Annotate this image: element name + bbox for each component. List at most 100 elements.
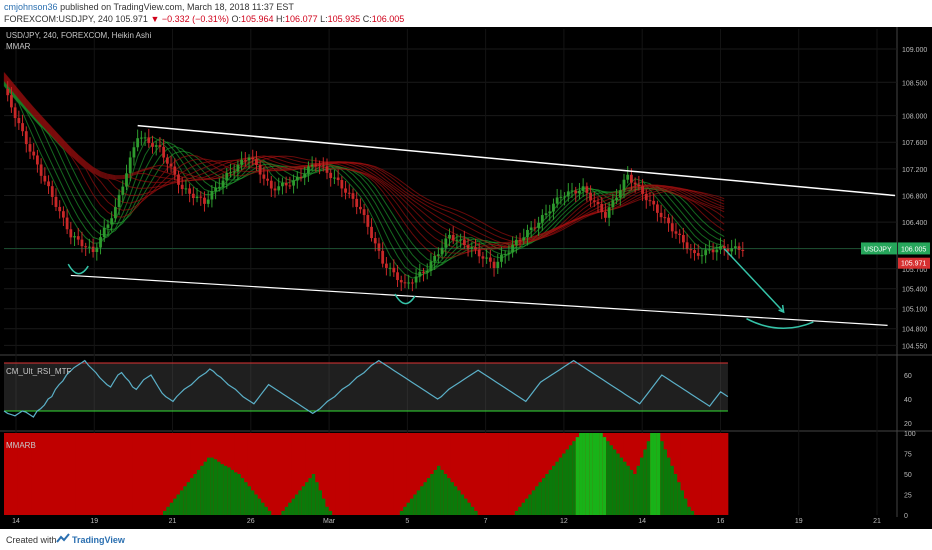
mmarb-bar-green [264,506,269,515]
tradingview-logo-icon [56,533,70,543]
rsi-line [3,359,729,418]
mmarb-bar-green [656,433,661,515]
mmarb-bar-green [403,506,407,515]
symbol-text: FOREXCOM:USDJPY, 240 [4,14,113,24]
mmarb-bar-red [152,433,157,515]
candle-body [217,186,221,188]
mmarb-bar-red [680,433,685,515]
mmarb-bar-red [132,433,137,515]
mmarb-bar-green [524,498,529,515]
mmarb-bar-green [626,465,631,515]
candle-body [704,250,708,256]
mmarb-bar-red [169,433,174,515]
candle-body [173,166,177,175]
candle-body [548,211,552,214]
candle-body [552,203,555,212]
candle-body [210,191,214,200]
mmarb-bar-green [220,464,225,515]
candle-body [592,200,596,202]
mmarb-bar-green [200,465,204,515]
mmarb-bar-green [670,465,675,515]
candle-body [273,188,277,191]
mmarb-bar-green [609,445,614,515]
candle-body [492,261,496,269]
mmarb-bar-red [423,433,428,515]
mmarb-bar-red [453,433,458,515]
candle-body [500,254,503,262]
mmarb-bar-green [301,486,306,515]
mmarb-bar-red [416,433,421,515]
mmarb-bar-green [579,433,583,515]
x-tick-label: 19 [795,518,803,525]
chart-area[interactable]: 109.000 108.500 108.000 107.600 107.200 106.8… [0,27,932,529]
symbol-badge: USDJPY [864,246,892,253]
candle-body [139,137,143,139]
mmarb-bar-red [288,433,292,515]
mmarb-bar-red [721,433,725,515]
mmarb-bar-green [437,465,441,515]
mmarb-bar-red [518,433,522,515]
mmarb-bar-red [162,433,167,515]
candle-body [247,157,251,161]
mmarb-bar-green [528,494,533,515]
x-tick-label: 21 [169,518,177,525]
mmarb-bar-green [555,461,560,515]
mmarb-bar-red [41,433,45,515]
mmarb-bar-red [4,433,8,515]
mmarb-bar-green [176,494,181,515]
mmarb-bar-green [183,486,188,515]
mmarb-bar-red [450,433,455,515]
mmarb-bar-red [135,433,140,515]
x-tick-label: 5 [405,518,409,525]
mmarb-bar-red [376,433,380,515]
mmarb-bar-green [321,498,326,515]
candle-body [733,246,737,249]
candle-body [47,181,50,187]
candle-body [410,282,414,284]
mmar-ribbon-line [3,75,725,248]
candle-body [696,253,700,256]
x-tick-label: 19 [90,518,98,525]
candle-body [715,249,719,253]
mmarb-bar-green [585,433,590,515]
author-link[interactable]: cmjohnson36 [4,2,58,12]
mmarb-bar-red [345,433,350,515]
mmarb-bar-red [447,433,451,515]
candle-body [50,186,54,197]
candle-body [615,197,618,201]
footer: Created with TradingView [0,529,932,550]
candle-body [477,249,481,257]
candles [6,81,745,292]
mmarb-bar-red [278,433,282,515]
candle-body [384,263,388,268]
candle-body [203,197,206,204]
mmarb-bar-green [261,502,265,515]
candle-body [80,239,84,247]
mmarb-bar-green [521,502,526,515]
mmarb-bar-red [524,433,529,515]
bottom-curve-marker [394,293,416,305]
candle-body [113,207,117,219]
mmarb-bar-green [288,502,292,515]
mmarb-bar-red [494,433,499,515]
tradingview-brand[interactable]: TradingView [72,535,125,545]
candle-body [199,196,203,198]
trendlines [67,124,896,330]
mmarb-bar-green [430,474,435,515]
candle-body [151,143,154,147]
candle-body [656,204,659,213]
candle-body [693,250,696,254]
candle-body [537,222,540,228]
open-label: O: [231,14,241,24]
candle-body [670,223,674,232]
created-with-text: Created with [6,535,57,545]
chart-svg[interactable]: 109.000 108.500 108.000 107.600 107.200 106.8… [0,27,932,529]
mmar-ribbon-line [3,72,725,241]
mmarb-bar-red [7,433,12,515]
candle-body [73,236,76,238]
candle-body [618,190,622,198]
mmarb-bar-green [311,474,316,515]
candle-body [422,271,425,273]
candle-body [641,186,644,194]
main-legend-title: USD/JPY, 240, FOREXCOM, Heikin Ashi [6,31,152,40]
